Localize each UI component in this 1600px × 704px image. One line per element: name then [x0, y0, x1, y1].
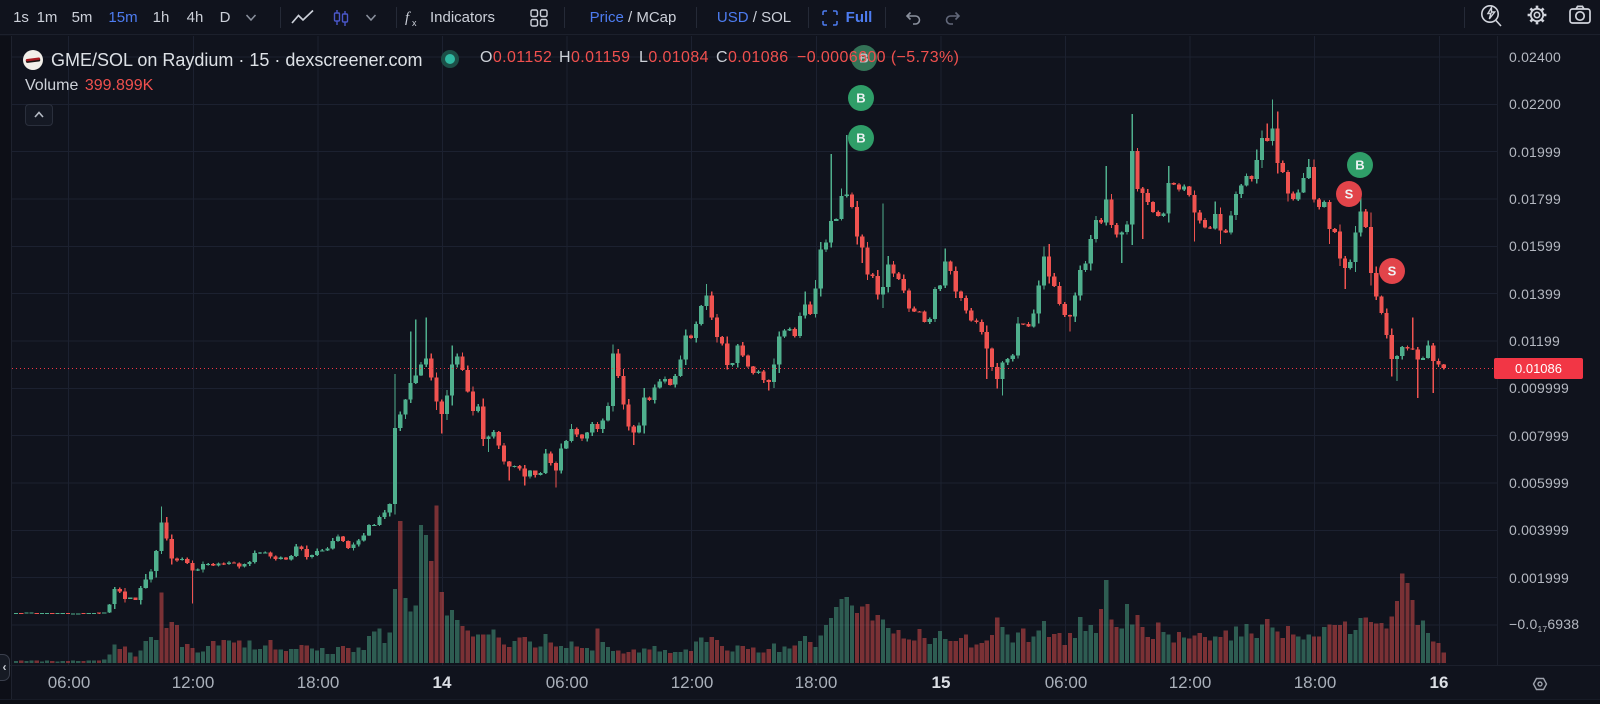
svg-text:x: x [412, 18, 417, 28]
svg-text:f: f [405, 10, 411, 26]
svg-text:B: B [1355, 158, 1364, 173]
svg-text:S: S [1345, 187, 1354, 202]
svg-text:S: S [1388, 264, 1397, 279]
svg-text:B: B [859, 51, 868, 66]
svg-text:B: B [856, 91, 865, 106]
svg-text:B: B [856, 131, 865, 146]
